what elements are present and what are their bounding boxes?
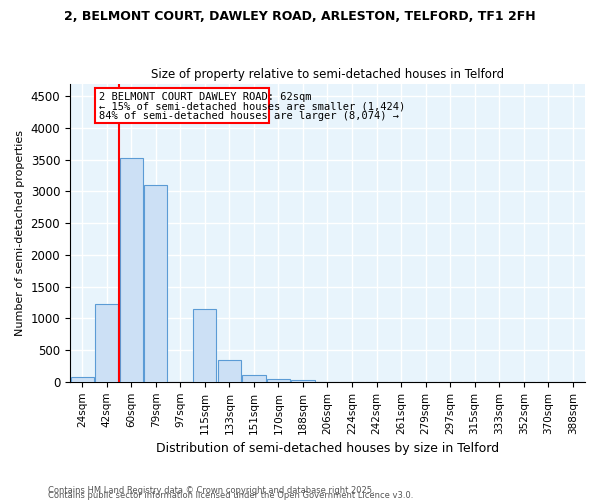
Text: Contains public sector information licensed under the Open Government Licence v3: Contains public sector information licen… <box>48 490 413 500</box>
Text: 2, BELMONT COURT, DAWLEY ROAD, ARLESTON, TELFORD, TF1 2FH: 2, BELMONT COURT, DAWLEY ROAD, ARLESTON,… <box>64 10 536 23</box>
Bar <box>95 304 118 382</box>
Bar <box>119 158 143 382</box>
Text: 84% of semi-detached houses are larger (8,074) →: 84% of semi-detached houses are larger (… <box>98 111 398 121</box>
Bar <box>242 375 266 382</box>
X-axis label: Distribution of semi-detached houses by size in Telford: Distribution of semi-detached houses by … <box>156 442 499 455</box>
FancyBboxPatch shape <box>95 88 269 123</box>
Bar <box>291 380 314 382</box>
Bar <box>193 309 217 382</box>
Text: 2 BELMONT COURT DAWLEY ROAD: 62sqm: 2 BELMONT COURT DAWLEY ROAD: 62sqm <box>98 92 311 102</box>
Bar <box>144 185 167 382</box>
Bar <box>71 377 94 382</box>
Bar <box>267 378 290 382</box>
Bar <box>218 360 241 382</box>
Y-axis label: Number of semi-detached properties: Number of semi-detached properties <box>15 130 25 336</box>
Text: ← 15% of semi-detached houses are smaller (1,424): ← 15% of semi-detached houses are smalle… <box>98 102 405 112</box>
Title: Size of property relative to semi-detached houses in Telford: Size of property relative to semi-detach… <box>151 68 504 81</box>
Text: Contains HM Land Registry data © Crown copyright and database right 2025.: Contains HM Land Registry data © Crown c… <box>48 486 374 495</box>
